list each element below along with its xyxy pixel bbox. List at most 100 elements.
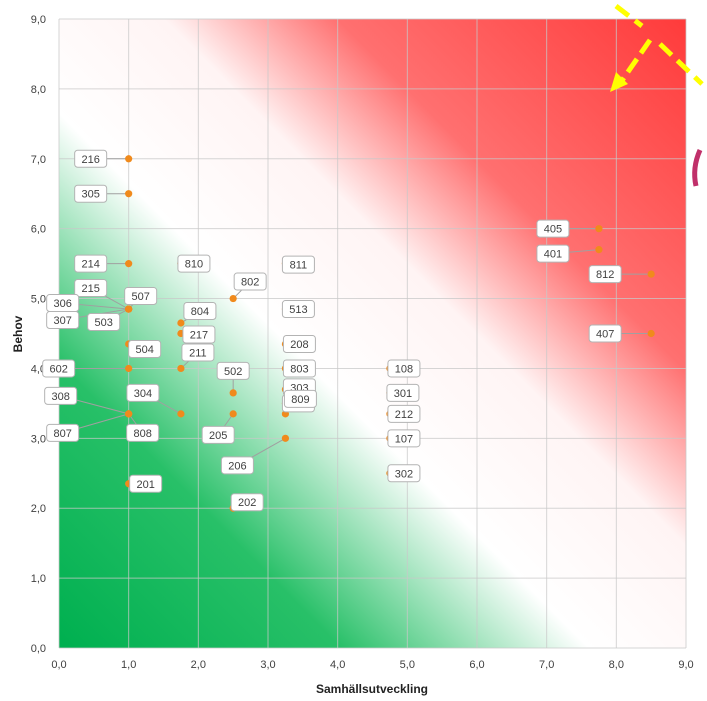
data-label-box: [387, 404, 421, 423]
data-label-text: 301: [394, 388, 412, 400]
data-label-box: [283, 389, 317, 408]
data-label: 802: [233, 272, 267, 291]
data-label-box: [44, 386, 78, 405]
y-axis-title: Behov: [11, 315, 25, 352]
data-label: 206: [220, 456, 254, 475]
data-label: 803: [282, 359, 316, 378]
data-label: 215: [74, 279, 108, 298]
data-label-box: [201, 425, 235, 444]
data-label: 308: [44, 386, 78, 405]
data-point-marker: [595, 225, 603, 233]
data-label: 202: [230, 493, 264, 512]
data-label-box: [46, 423, 80, 442]
data-label-box: [536, 219, 570, 238]
data-label-box: [588, 265, 622, 284]
data-label: 507: [124, 287, 158, 306]
data-label-box: [281, 300, 315, 319]
data-label-text: 217: [190, 330, 208, 342]
y-tick-label: 7,0: [31, 154, 46, 166]
data-label-box: [282, 334, 316, 353]
data-label: 216: [74, 149, 108, 168]
data-label-text: 808: [133, 428, 151, 440]
decorative-arrow-icon: [610, 4, 704, 92]
data-label-box: [128, 339, 162, 358]
data-label-text: 405: [544, 224, 562, 236]
decorative-arc-shape: [692, 148, 703, 187]
data-label-text: 306: [53, 298, 71, 310]
data-point-marker: [125, 190, 133, 198]
data-label: 602: [42, 359, 76, 378]
data-label: 305: [74, 184, 108, 203]
data-label-box: [220, 456, 254, 475]
data-point-marker: [177, 319, 185, 327]
x-tick-label: 4,0: [330, 659, 345, 671]
data-label: 513: [281, 300, 315, 319]
data-label-text: 810: [185, 259, 203, 271]
data-label-text: 502: [224, 366, 242, 378]
data-point-marker: [647, 329, 655, 338]
data-label: 504: [128, 339, 162, 358]
data-label: 211: [181, 343, 215, 362]
data-label-box: [74, 254, 108, 273]
data-label-box: [74, 184, 108, 203]
x-tick-label: 8,0: [609, 659, 624, 671]
data-label-text: 812: [596, 269, 614, 281]
gridlines: [58, 18, 687, 649]
data-label-text: 804: [191, 306, 209, 318]
data-label-text: 108: [395, 363, 413, 375]
data-label-box: [183, 302, 217, 321]
data-label: 809: [283, 389, 317, 408]
data-label: 401: [536, 244, 570, 263]
data-label: 405: [536, 219, 570, 238]
data-label: 205: [201, 425, 235, 444]
data-label-box: [216, 361, 250, 380]
data-label: 108: [387, 359, 421, 378]
data-label: 304: [126, 383, 160, 402]
data-label-text: 201: [136, 479, 154, 491]
data-point-marker: [229, 389, 237, 397]
data-label-box: [126, 423, 160, 442]
data-point-marker: [177, 410, 185, 418]
data-point-marker: [125, 410, 133, 418]
data-point-marker: [229, 294, 237, 303]
data-label-text: 214: [81, 259, 99, 271]
data-label-box: [386, 383, 420, 402]
data-label-text: 504: [135, 344, 153, 356]
data-label-text: 401: [544, 249, 562, 261]
y-tick-label: 0,0: [31, 643, 46, 655]
data-point-marker: [647, 270, 655, 278]
data-label: 212: [387, 404, 421, 423]
data-label-text: 807: [53, 428, 71, 440]
data-label: 502: [216, 361, 250, 380]
data-point-marker: [125, 260, 133, 268]
data-label: 810: [177, 254, 211, 273]
x-tick-label: 3,0: [260, 659, 275, 671]
x-tick-label: 9,0: [678, 659, 693, 671]
data-label-box: [74, 279, 108, 298]
data-label: 804: [183, 302, 217, 321]
y-tick-label: 2,0: [31, 503, 46, 515]
y-tick-label: 9,0: [31, 14, 46, 26]
data-label: 306: [46, 294, 80, 313]
data-label-box: [387, 359, 421, 378]
x-tick-label: 6,0: [469, 659, 484, 671]
data-label-text: 202: [238, 497, 256, 509]
data-label-text: 507: [131, 291, 149, 303]
y-axis-ticks: 0,01,02,03,04,05,06,07,08,09,0: [31, 14, 46, 655]
data-label-text: 212: [395, 409, 413, 421]
data-point-marker: [177, 364, 185, 373]
data-point-marker: [125, 155, 133, 163]
y-tick-label: 1,0: [31, 573, 46, 585]
data-label: 214: [74, 254, 108, 273]
x-tick-label: 2,0: [191, 659, 206, 671]
data-label-box: [182, 325, 216, 344]
data-label-box: [282, 359, 316, 378]
data-label-text: 513: [289, 304, 307, 316]
data-point-marker: [125, 305, 133, 313]
data-label-box: [74, 149, 108, 168]
data-label-text: 302: [395, 468, 413, 480]
y-tick-label: 5,0: [31, 294, 46, 306]
data-label-text: 407: [596, 329, 614, 341]
data-label: 807: [46, 423, 80, 442]
